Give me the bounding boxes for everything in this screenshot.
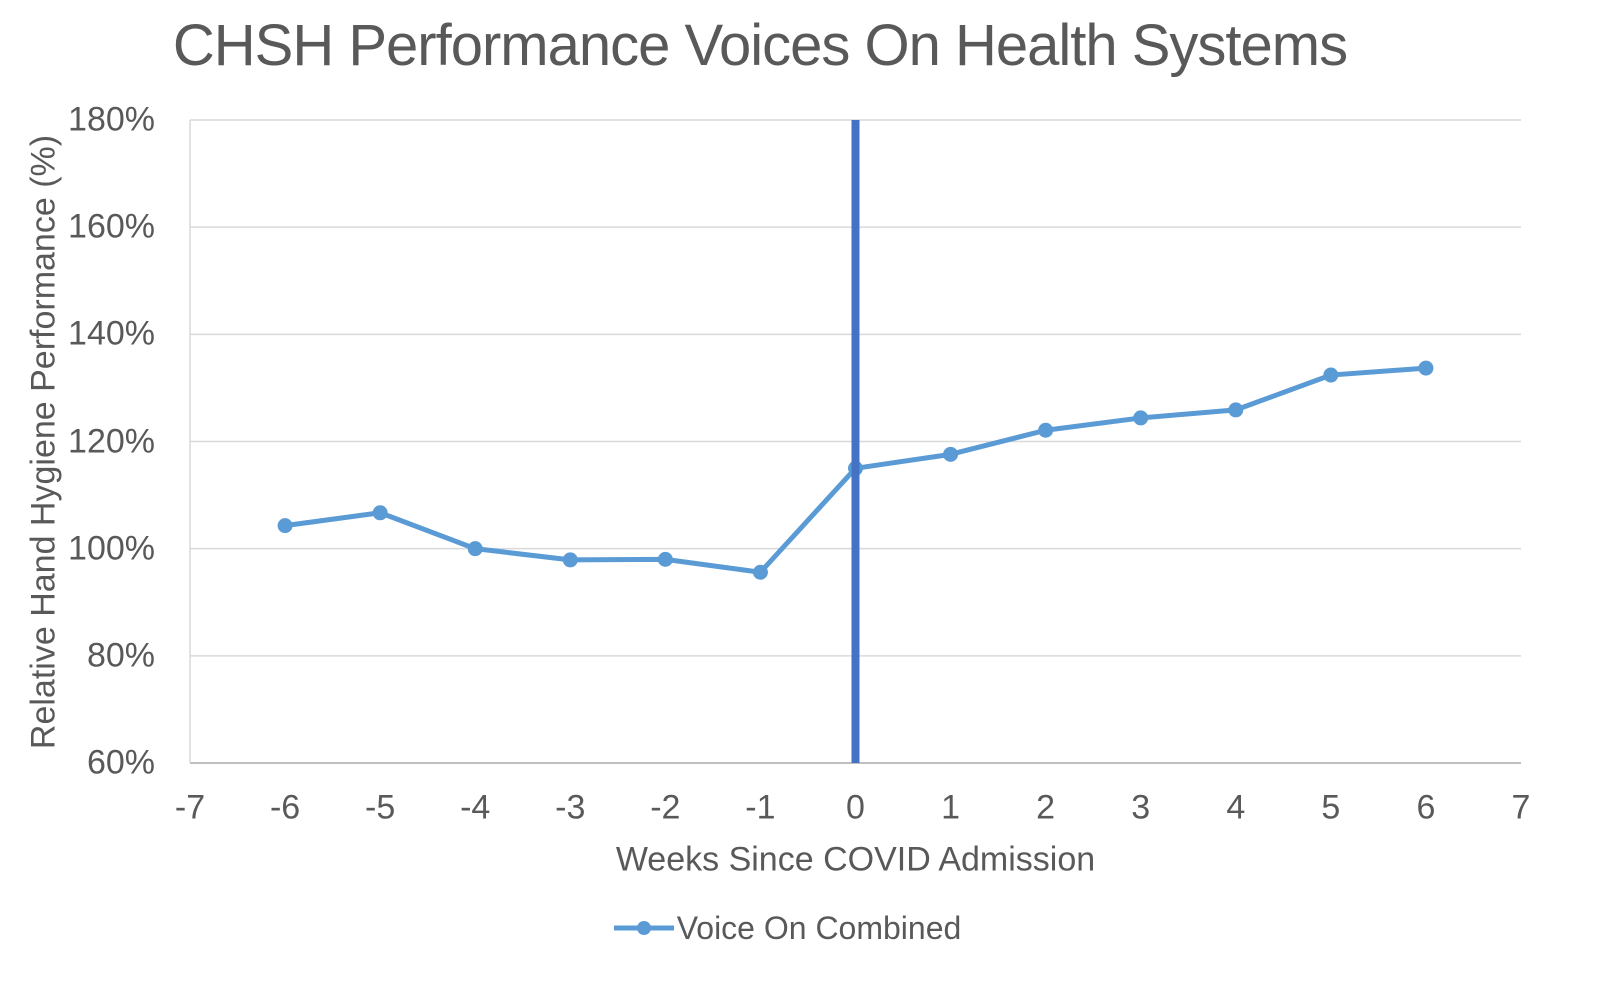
legend-label: Voice On Combined [676,909,962,946]
data-point-marker [1418,360,1434,376]
y-axis-tick-labels: 60% 80% 100% 120% 140% 160% 180% [0,0,155,990]
data-point-marker [1133,410,1149,426]
data-point-marker [372,505,388,521]
data-point-marker [467,541,483,557]
data-point-marker [1323,367,1339,383]
data-point-marker [277,518,293,534]
x-tick-label: 1 [941,788,961,827]
x-tick-label: -7 [174,788,206,827]
x-tick-label: -5 [365,788,396,827]
x-tick-label: 4 [1226,788,1246,827]
x-tick-label: 7 [1511,788,1531,827]
data-point-marker [943,446,959,462]
chart-title: CHSH Performance Voices On Health System… [172,13,1348,78]
x-tick-label: 5 [1321,788,1341,827]
x-tick-label: -6 [269,788,301,827]
x-tick-label: -3 [555,788,586,827]
data-point-marker [657,551,673,567]
x-tick-label: 0 [846,788,865,827]
x-tick-label: 3 [1131,788,1151,827]
x-axis-title: Weeks Since COVID Admission [615,840,1096,879]
data-point-marker [1228,402,1244,418]
data-point-marker [752,564,768,580]
y-tick-label: 100% [68,529,155,568]
y-tick-label: 160% [68,207,155,246]
y-tick-label: 120% [68,422,155,460]
y-tick-label: 140% [68,314,155,353]
y-tick-label: 180% [68,100,155,139]
data-point-marker [1038,422,1054,438]
x-tick-label: -2 [650,788,681,827]
x-tick-label: -1 [745,788,776,827]
x-tick-label: -4 [460,788,491,827]
y-tick-label: 60% [86,743,155,782]
x-tick-label: 6 [1416,788,1436,827]
y-tick-label: 80% [86,636,155,675]
legend-series-swatch-icon [613,921,674,935]
data-point-marker [562,552,578,568]
x-tick-label: 2 [1036,788,1056,827]
